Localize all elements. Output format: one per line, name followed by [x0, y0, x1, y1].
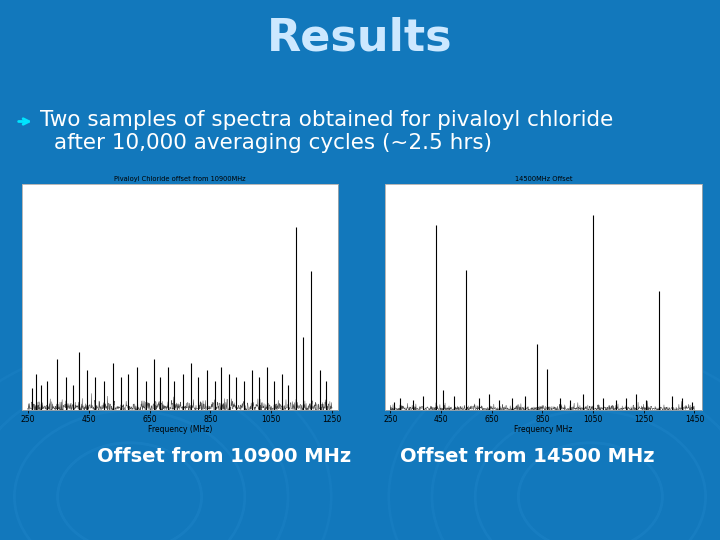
- Title: 14500MHz Offset: 14500MHz Offset: [515, 176, 572, 182]
- Text: Two samples of spectra obtained for pivaloyl chloride: Two samples of spectra obtained for piva…: [40, 110, 613, 130]
- Text: Offset from 14500 MHz: Offset from 14500 MHz: [400, 447, 654, 466]
- X-axis label: Frequency MHz: Frequency MHz: [514, 425, 573, 434]
- Text: after 10,000 averaging cycles (~2.5 hrs): after 10,000 averaging cycles (~2.5 hrs): [54, 133, 492, 153]
- X-axis label: Frequency (MHz): Frequency (MHz): [148, 425, 212, 434]
- Text: Offset from 10900 MHz: Offset from 10900 MHz: [97, 447, 351, 466]
- Text: Results: Results: [267, 16, 453, 59]
- Title: Pivaloyl Chloride offset from 10900MHz: Pivaloyl Chloride offset from 10900MHz: [114, 176, 246, 182]
